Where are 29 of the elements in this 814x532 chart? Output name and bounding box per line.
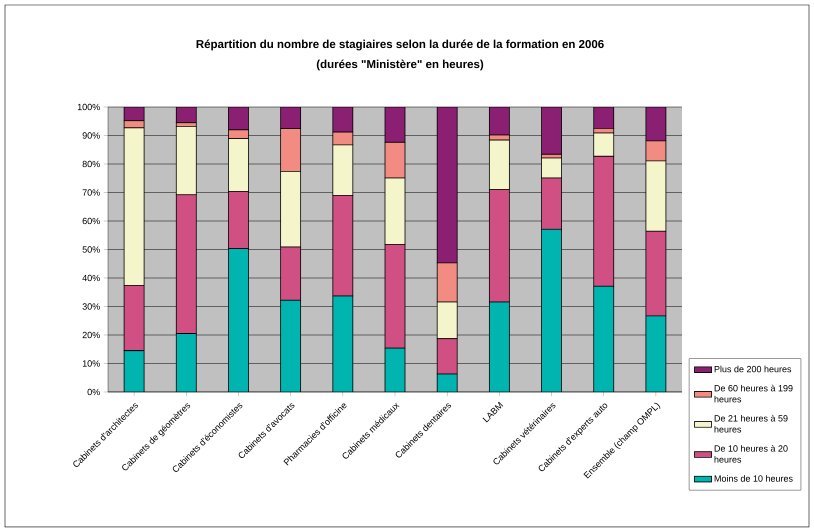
y-tick-label: 10%	[82, 360, 100, 367]
y-tick-label: 100%	[78, 104, 100, 110]
y-tick-label: 30%	[82, 303, 100, 310]
y-tick-label: 20%	[82, 332, 100, 338]
y-tick-label: 60%	[82, 218, 100, 224]
legend-label: De 60 heures à 199 heures	[714, 384, 793, 402]
bar	[332, 106, 354, 132]
y-tick-label: 80%	[82, 160, 100, 168]
y-tick-label: 50%	[82, 246, 100, 253]
bar	[541, 106, 562, 155]
chart-subtitle: (durées "Ministère" en heures)	[316, 60, 484, 70]
bar	[124, 106, 144, 122]
bar	[280, 106, 302, 130]
bar	[176, 106, 197, 124]
bar	[384, 106, 406, 143]
y-tick-label: 90%	[82, 132, 100, 139]
y-tick-label: 70%	[82, 189, 100, 196]
legend-label: De 21 heures à 59 heures	[714, 414, 788, 433]
y-tick-label: 0%	[88, 388, 100, 396]
legend-label: Moins de 10 heures	[714, 475, 793, 482]
legend-label: Plus de 200 heures	[714, 366, 792, 372]
bar	[646, 106, 666, 142]
chart-title: Répartition du nombre de stagiaires selon la durée de la formation en 2006	[196, 40, 604, 50]
bar	[436, 106, 458, 264]
bar	[488, 106, 510, 136]
legend-label: De 10 heures à 20 heures	[714, 444, 788, 463]
bar	[593, 106, 614, 129]
bar	[228, 106, 249, 130]
y-tick-label: 40%	[82, 274, 100, 282]
